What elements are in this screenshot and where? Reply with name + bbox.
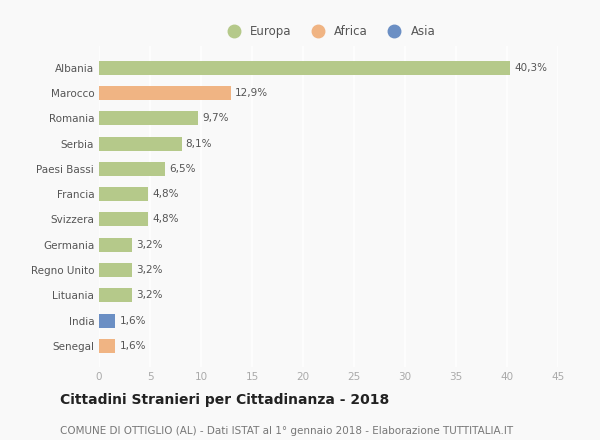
Text: COMUNE DI OTTIGLIO (AL) - Dati ISTAT al 1° gennaio 2018 - Elaborazione TUTTITALI: COMUNE DI OTTIGLIO (AL) - Dati ISTAT al … [60,425,513,436]
Bar [99,187,148,201]
Text: 6,5%: 6,5% [169,164,196,174]
Bar [99,288,131,302]
Text: 4,8%: 4,8% [152,189,179,199]
Text: 8,1%: 8,1% [186,139,212,149]
Legend: Europa, Africa, Asia: Europa, Africa, Asia [217,20,440,42]
Text: 1,6%: 1,6% [119,341,146,351]
Bar [99,263,131,277]
Bar [99,314,115,327]
Bar [99,162,166,176]
Bar [99,213,148,227]
Bar [99,111,198,125]
Text: 1,6%: 1,6% [119,315,146,326]
Bar [99,339,115,353]
Text: 40,3%: 40,3% [514,63,547,73]
Bar [99,137,182,150]
Text: 3,2%: 3,2% [136,290,162,300]
Text: 9,7%: 9,7% [202,114,229,123]
Text: 3,2%: 3,2% [136,265,162,275]
Bar [99,86,230,100]
Text: Cittadini Stranieri per Cittadinanza - 2018: Cittadini Stranieri per Cittadinanza - 2… [60,393,389,407]
Text: 3,2%: 3,2% [136,240,162,250]
Bar [99,61,510,75]
Bar [99,238,131,252]
Text: 4,8%: 4,8% [152,214,179,224]
Text: 12,9%: 12,9% [235,88,268,98]
